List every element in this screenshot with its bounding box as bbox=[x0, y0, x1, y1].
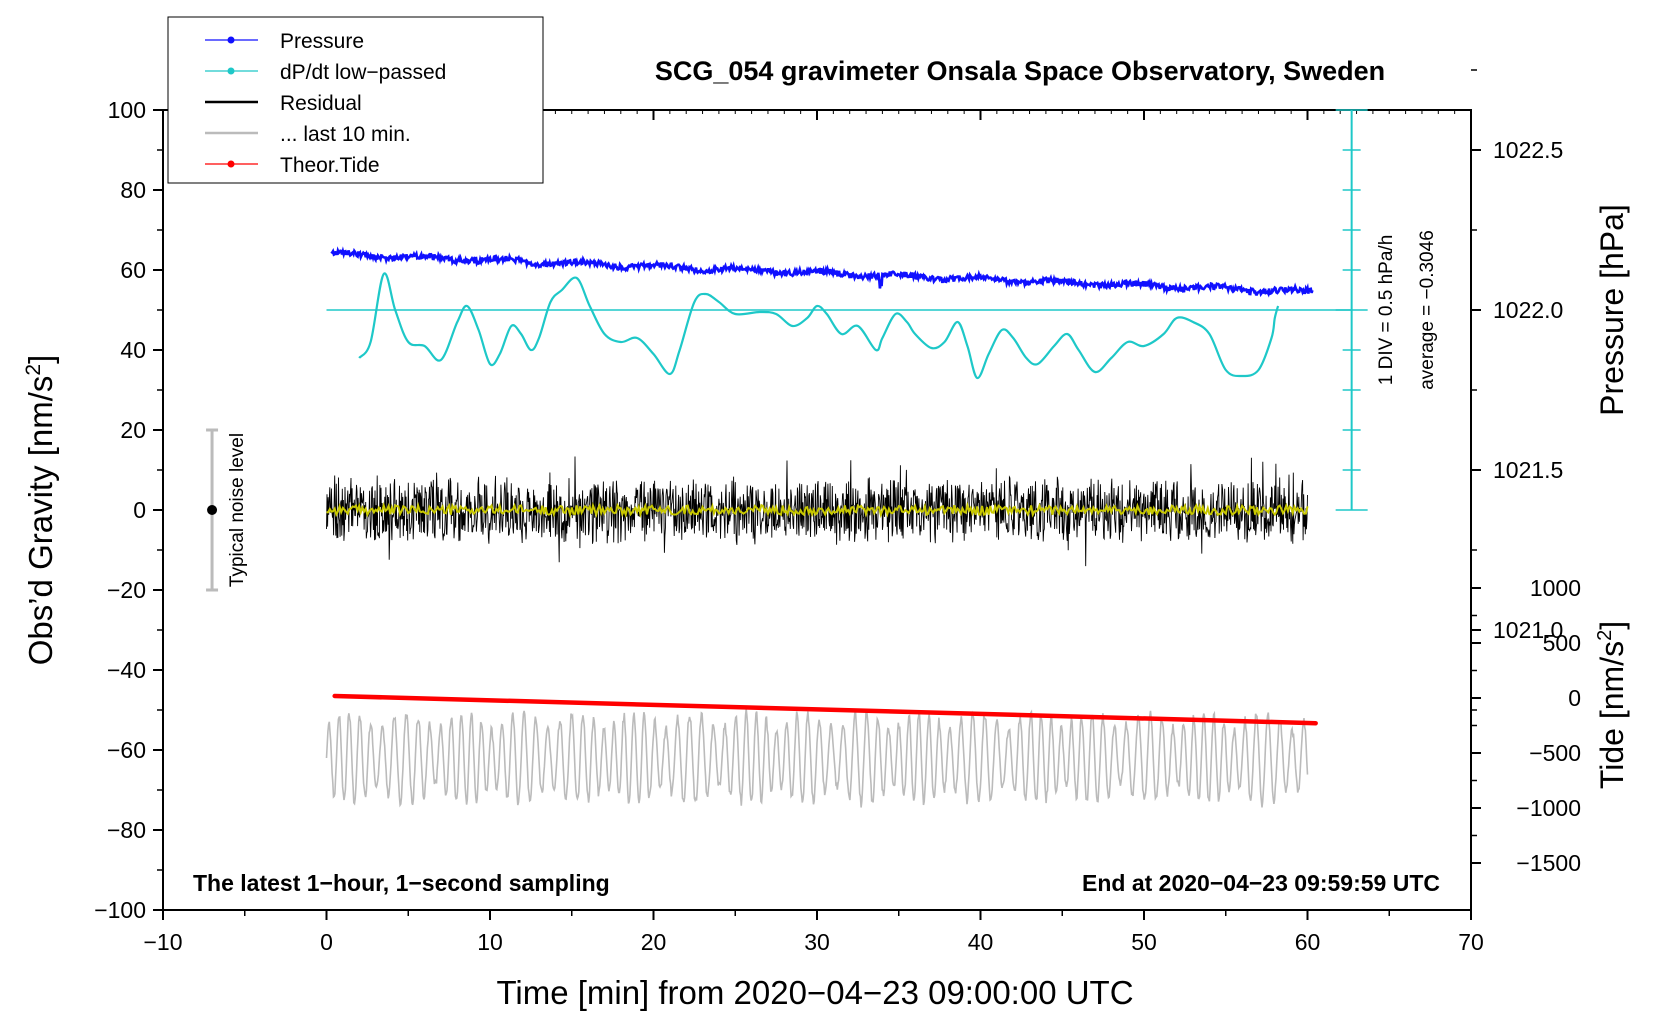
legend-swatch-dot bbox=[227, 67, 235, 75]
scale-div-label: 1 DIV = 0.5 hPa/h bbox=[1376, 235, 1397, 386]
tide-tick-label: 1000 bbox=[1530, 575, 1581, 601]
x-tick-label: 20 bbox=[641, 929, 667, 955]
x-axis-label: Time [min] from 2020−04−23 09:00:00 UTC bbox=[496, 974, 1133, 1011]
y-axis-label-left: Obs’d Gravity [nm/s2] bbox=[22, 355, 59, 666]
legend-label: dP/dt low−passed bbox=[280, 61, 446, 84]
residual-line bbox=[326, 456, 1308, 567]
y-tick-label: −60 bbox=[107, 737, 146, 763]
tide-axis-label-close: ] bbox=[1594, 621, 1630, 630]
x-tick-label: 50 bbox=[1131, 929, 1157, 955]
tide-axis-label-sup: 2 bbox=[1594, 630, 1616, 641]
legend: Pressure dP/dt low−passed Residual ... last… bbox=[167, 16, 544, 184]
pressure-axis-label: Pressure [hPa] bbox=[1594, 204, 1630, 416]
tide-tick-label: −500 bbox=[1529, 740, 1581, 766]
noise-level-marker bbox=[207, 505, 218, 515]
x-tick-label: −10 bbox=[143, 929, 182, 955]
footer-right: End at 2020−04−23 09:59:59 UTC bbox=[1082, 870, 1440, 896]
last-10-min-line bbox=[325, 708, 1309, 808]
tide-tick-label: −1500 bbox=[1516, 850, 1581, 876]
legend-swatch-dot bbox=[227, 160, 235, 168]
axis-ticks: −10 0 10 20 30 40 50 60 70100806040200−20−40−60−… bbox=[94, 0, 1581, 955]
legend-label: Residual bbox=[280, 92, 362, 115]
tide-tick-label: 500 bbox=[1543, 630, 1581, 656]
y-tick-label: −40 bbox=[107, 657, 146, 683]
y-tick-label: 40 bbox=[120, 337, 146, 363]
footer-left: The latest 1−hour, 1−second sampling bbox=[193, 870, 610, 896]
dpdt-line bbox=[358, 272, 1280, 380]
legend-box bbox=[167, 16, 544, 184]
chart-title: SCG_054 gravimeter Onsala Space Observat… bbox=[655, 56, 1385, 86]
pressure-tick-label: 1021.5 bbox=[1493, 457, 1563, 483]
pressure-line bbox=[330, 246, 1314, 298]
y-tick-label: 60 bbox=[120, 257, 146, 283]
legend-label: Pressure bbox=[280, 30, 364, 53]
tide-axis-label: Tide [nm/s2] bbox=[1594, 621, 1630, 789]
y-tick-label: −80 bbox=[107, 817, 146, 843]
pressure-tick-label: 1023.0 bbox=[1493, 0, 1563, 3]
y-axis-label-left-sup: 2 bbox=[22, 364, 45, 376]
tide-tick-label: 0 bbox=[1568, 685, 1581, 711]
theoretical-tide-line bbox=[332, 693, 1318, 726]
y-tick-label: 0 bbox=[133, 497, 146, 523]
y-tick-label: 80 bbox=[120, 177, 146, 203]
x-tick-label: 10 bbox=[477, 929, 503, 955]
x-tick-label: 70 bbox=[1458, 929, 1484, 955]
x-tick-label: 0 bbox=[320, 929, 333, 955]
y-tick-label: −20 bbox=[107, 577, 146, 603]
x-tick-label: 60 bbox=[1295, 929, 1321, 955]
tide-tick-label: −1000 bbox=[1516, 795, 1581, 821]
y-axis-label-left-close: ] bbox=[22, 355, 59, 364]
legend-entries: Pressure dP/dt low−passed Residual ... last… bbox=[205, 30, 446, 177]
pressure-tick-label: 1021.0 bbox=[1493, 617, 1563, 643]
legend-label: Theor.Tide bbox=[280, 154, 380, 177]
series-group bbox=[206, 109, 1368, 808]
legend-swatch-dot bbox=[227, 36, 235, 44]
y-tick-label: −100 bbox=[94, 897, 146, 923]
legend-label: ... last 10 min. bbox=[280, 123, 411, 146]
x-tick-label: 40 bbox=[968, 929, 994, 955]
pressure-tick-label: 1022.5 bbox=[1493, 137, 1563, 163]
y-tick-label: 100 bbox=[108, 97, 146, 123]
noise-level-label: Typical noise level bbox=[227, 433, 248, 587]
pressure-tick-label: 1022.0 bbox=[1493, 297, 1563, 323]
y-tick-label: 20 bbox=[120, 417, 146, 443]
x-tick-label: 30 bbox=[804, 929, 830, 955]
scale-average-label: average = −0.3046 bbox=[1417, 230, 1438, 390]
residual-mean-line bbox=[326, 501, 1309, 519]
